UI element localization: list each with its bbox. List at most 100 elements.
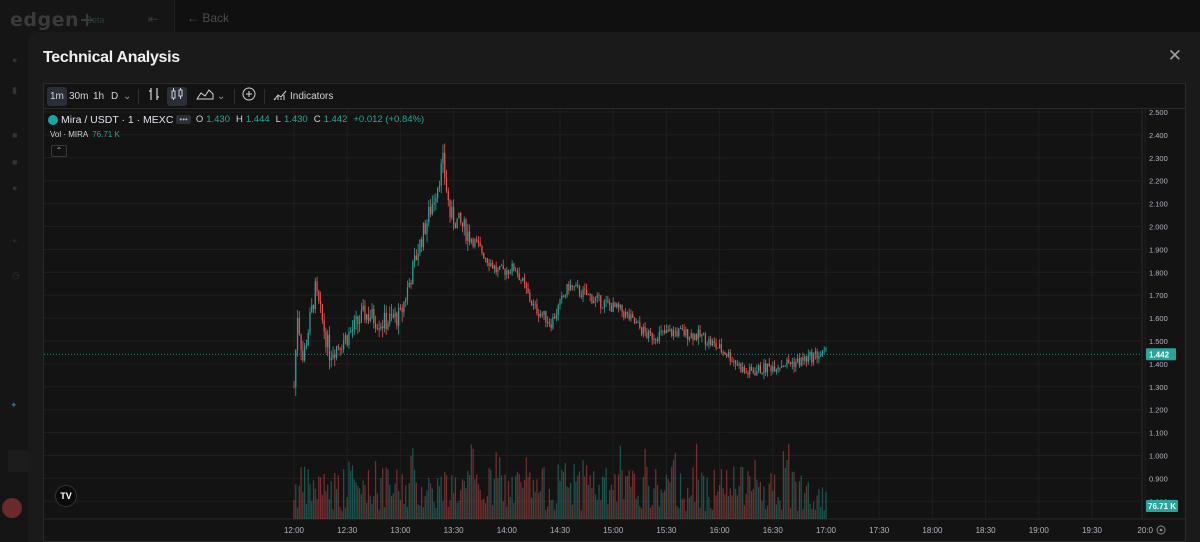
candle-body	[561, 295, 563, 300]
volume-bar	[417, 504, 419, 519]
volume-bar	[695, 443, 698, 519]
candle-body	[757, 365, 760, 371]
volume-bar	[394, 483, 396, 519]
volume-bar	[467, 470, 469, 519]
candle-body	[389, 313, 391, 324]
volume-bar	[483, 498, 485, 519]
interval-d[interactable]: D	[111, 91, 119, 102]
collapse-sidebar-icon[interactable]: ⇤	[148, 12, 159, 26]
volume-bar	[640, 508, 643, 519]
candle-body	[300, 334, 302, 351]
chevron-down-icon[interactable]: ⌄	[123, 91, 132, 102]
back-button[interactable]: ← Back	[187, 11, 230, 25]
candle-body	[500, 265, 503, 267]
volume-bar	[804, 493, 806, 519]
candle-body	[674, 330, 676, 332]
candle-body	[651, 332, 653, 340]
volume-bar	[516, 471, 519, 519]
volume-bar	[346, 497, 348, 519]
app-logo: edgen+	[10, 9, 96, 31]
time-tick-label: 15:00	[603, 526, 624, 535]
candle-body	[378, 328, 380, 329]
candle-body	[745, 371, 747, 373]
avatar[interactable]	[2, 498, 22, 518]
chevron-down-icon[interactable]: ⌄	[217, 91, 226, 102]
candle-body	[513, 263, 515, 271]
close-icon[interactable]: ✕	[1167, 46, 1182, 65]
clock-icon[interactable]: ◷	[12, 270, 20, 280]
candle-body	[348, 332, 350, 346]
sidebar-icon[interactable]: ■	[12, 157, 18, 167]
volume-bar	[600, 499, 602, 519]
bar-style-icon[interactable]	[145, 87, 163, 106]
candle-body	[564, 295, 566, 297]
volume-bar	[715, 495, 717, 519]
volume-bar	[573, 463, 575, 519]
interval-30m[interactable]: 30m	[69, 91, 89, 102]
sidebar-icon[interactable]: ■	[12, 130, 18, 140]
sidebar-input[interactable]	[8, 450, 28, 472]
interval-1h[interactable]: 1h	[93, 91, 105, 102]
candle-body	[773, 366, 776, 372]
candle-body	[710, 338, 712, 345]
sidebar-icon[interactable]: ●	[12, 183, 18, 193]
volume-bar	[635, 498, 637, 519]
volume-bar	[536, 479, 538, 519]
candle-body	[573, 286, 575, 288]
interval-1m[interactable]: 1m	[47, 87, 67, 106]
indicators-button[interactable]: Indicators	[270, 87, 336, 106]
candles-icon[interactable]	[167, 87, 187, 106]
candle-body	[314, 281, 316, 309]
candle-body	[522, 278, 524, 281]
divider	[234, 89, 235, 104]
volume-bar	[456, 502, 458, 519]
time-tick-label: 17:30	[869, 526, 890, 535]
tradingview-logo-icon[interactable]: TV	[55, 485, 77, 507]
symbol-name[interactable]: Mira / USDT · 1 · MEXC	[61, 113, 174, 126]
volume-bar	[646, 466, 648, 519]
candle-body	[412, 261, 414, 285]
more-options-icon[interactable]: •••	[176, 115, 191, 124]
collapse-legend-icon[interactable]: ⌃	[51, 145, 67, 157]
add-compare-icon[interactable]	[239, 87, 259, 106]
volume-bar	[515, 475, 517, 519]
candle-body	[319, 301, 322, 305]
volume-bar	[300, 467, 302, 519]
candle-body	[571, 285, 574, 287]
volume-bar	[679, 473, 682, 519]
volume-bar	[773, 474, 776, 519]
plus-icon[interactable]: +	[12, 236, 18, 246]
volume-bar	[305, 504, 308, 519]
price-tick-label: 2.300	[1149, 154, 1168, 163]
candle-body	[474, 239, 476, 247]
volume-bar	[502, 501, 504, 519]
candle-body	[479, 242, 481, 246]
volume-bar	[399, 500, 402, 519]
candle-body	[715, 342, 717, 348]
candle-body	[321, 304, 323, 321]
volume-bar	[474, 479, 476, 519]
candle-body	[594, 297, 597, 301]
volume-bar	[605, 467, 607, 519]
sidebar-icon[interactable]: ▮	[12, 85, 17, 95]
price-axis: 2.500 2.400 2.300 2.200 2.100 2.000 1.900 1.800…	[1149, 109, 1168, 506]
volume-bar	[493, 478, 496, 519]
area-chart-icon[interactable]	[193, 87, 217, 106]
candle-body	[630, 314, 632, 320]
candle-body	[814, 351, 816, 354]
candle-body	[660, 330, 662, 332]
volume-bar	[662, 492, 664, 519]
candle-body	[382, 326, 384, 329]
volume-bar	[818, 489, 820, 519]
volume-bar	[571, 504, 574, 519]
candle-body	[295, 350, 297, 387]
volume-bar	[727, 496, 730, 519]
sidebar-icon[interactable]: ●	[12, 55, 18, 65]
candle-body	[621, 304, 623, 312]
candle-body	[534, 303, 536, 305]
price-chart[interactable]: 2.500 2.400 2.300 2.200 2.100 2.000 1.900 1.800…	[44, 109, 1185, 541]
candle-body	[538, 313, 540, 317]
candle-body	[676, 331, 678, 336]
volume-bar	[298, 485, 300, 519]
candle-body	[507, 270, 510, 274]
